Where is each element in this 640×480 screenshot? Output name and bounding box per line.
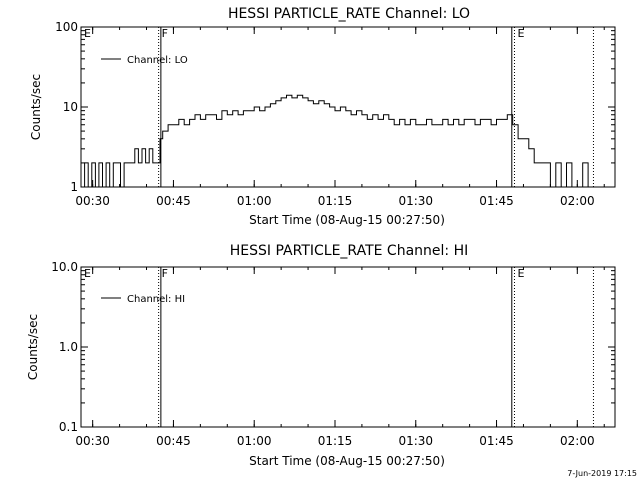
- y-axis-label: Counts/sec: [29, 74, 43, 140]
- x-tick-label: 00:30: [75, 434, 110, 448]
- x-tick-label: 01:30: [398, 434, 433, 448]
- x-tick-label: 01:00: [237, 434, 272, 448]
- legend-entry-label: Channel: HI: [127, 294, 185, 305]
- x-tick-label: 00:45: [156, 194, 191, 208]
- chart-panel-lo: HESSI PARTICLE_RATE Channel: LO Counts/s…: [29, 6, 616, 227]
- x-tick-label: 01:30: [398, 194, 433, 208]
- event-marker-label: E: [84, 27, 91, 40]
- x-tick-label: 00:30: [75, 194, 110, 208]
- x-axis-label: Start Time (08-Aug-15 00:27:50): [249, 454, 445, 468]
- x-tick-label: 00:45: [156, 434, 191, 448]
- x-tick-label: 01:45: [479, 194, 514, 208]
- series-line-channel-lo: [81, 94, 594, 188]
- date-stamp: 7-Jun-2019 17:15: [567, 469, 637, 478]
- y-axis-label: Counts/sec: [26, 314, 40, 380]
- x-tick-label: 01:15: [318, 434, 353, 448]
- chart-title: HESSI PARTICLE_RATE Channel: LO: [228, 6, 470, 22]
- legend-entry-label: Channel: LO: [127, 55, 188, 66]
- event-marker-label: F: [162, 267, 168, 280]
- event-marker-label: E: [517, 267, 524, 280]
- y-tick-label: 100: [55, 20, 78, 34]
- chart-panel-hi: HESSI PARTICLE_RATE Channel: HI Counts/s…: [26, 243, 616, 468]
- x-tick-label: 01:00: [237, 194, 272, 208]
- y-tick-label: 10: [63, 100, 78, 114]
- y-tick-label: 1: [70, 180, 78, 194]
- y-tick-label: 0.1: [59, 420, 78, 434]
- y-tick-label: 10.0: [51, 260, 78, 274]
- x-tick-label: 02:00: [560, 194, 595, 208]
- event-marker-label: F: [162, 27, 168, 40]
- chart-title: HESSI PARTICLE_RATE Channel: HI: [230, 243, 468, 259]
- event-marker-label: E: [517, 27, 524, 40]
- y-tick-label: 1.0: [59, 340, 78, 354]
- x-axis-label: Start Time (08-Aug-15 00:27:50): [249, 213, 445, 227]
- x-tick-label: 01:15: [318, 194, 353, 208]
- event-marker-label: E: [84, 267, 91, 280]
- x-tick-label: 01:45: [479, 434, 514, 448]
- x-tick-label: 02:00: [560, 434, 595, 448]
